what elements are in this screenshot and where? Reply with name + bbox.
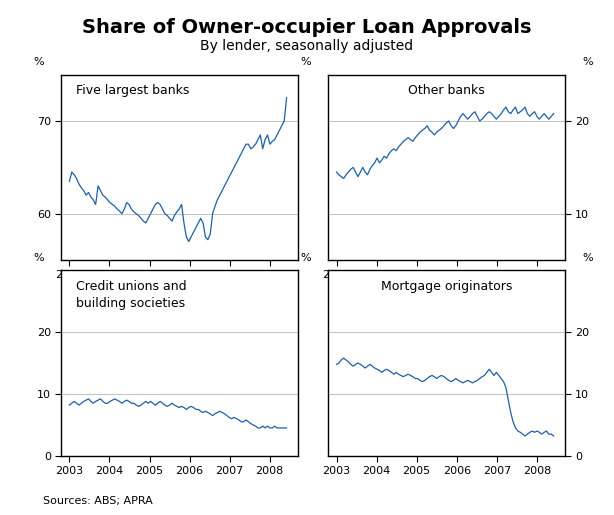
Text: %: % <box>300 57 311 67</box>
Text: Mortgage originators: Mortgage originators <box>381 280 512 293</box>
Text: %: % <box>300 253 311 263</box>
Text: %: % <box>583 57 593 67</box>
Text: %: % <box>33 253 44 263</box>
Text: %: % <box>583 253 593 263</box>
Text: %: % <box>33 57 44 67</box>
Text: By lender, seasonally adjusted: By lender, seasonally adjusted <box>200 39 414 53</box>
Text: Five largest banks: Five largest banks <box>76 84 189 97</box>
Text: Share of Owner-occupier Loan Approvals: Share of Owner-occupier Loan Approvals <box>82 18 532 37</box>
Text: Other banks: Other banks <box>408 84 485 97</box>
Text: Sources: ABS; APRA: Sources: ABS; APRA <box>43 496 153 506</box>
Text: Credit unions and
building societies: Credit unions and building societies <box>76 280 186 310</box>
